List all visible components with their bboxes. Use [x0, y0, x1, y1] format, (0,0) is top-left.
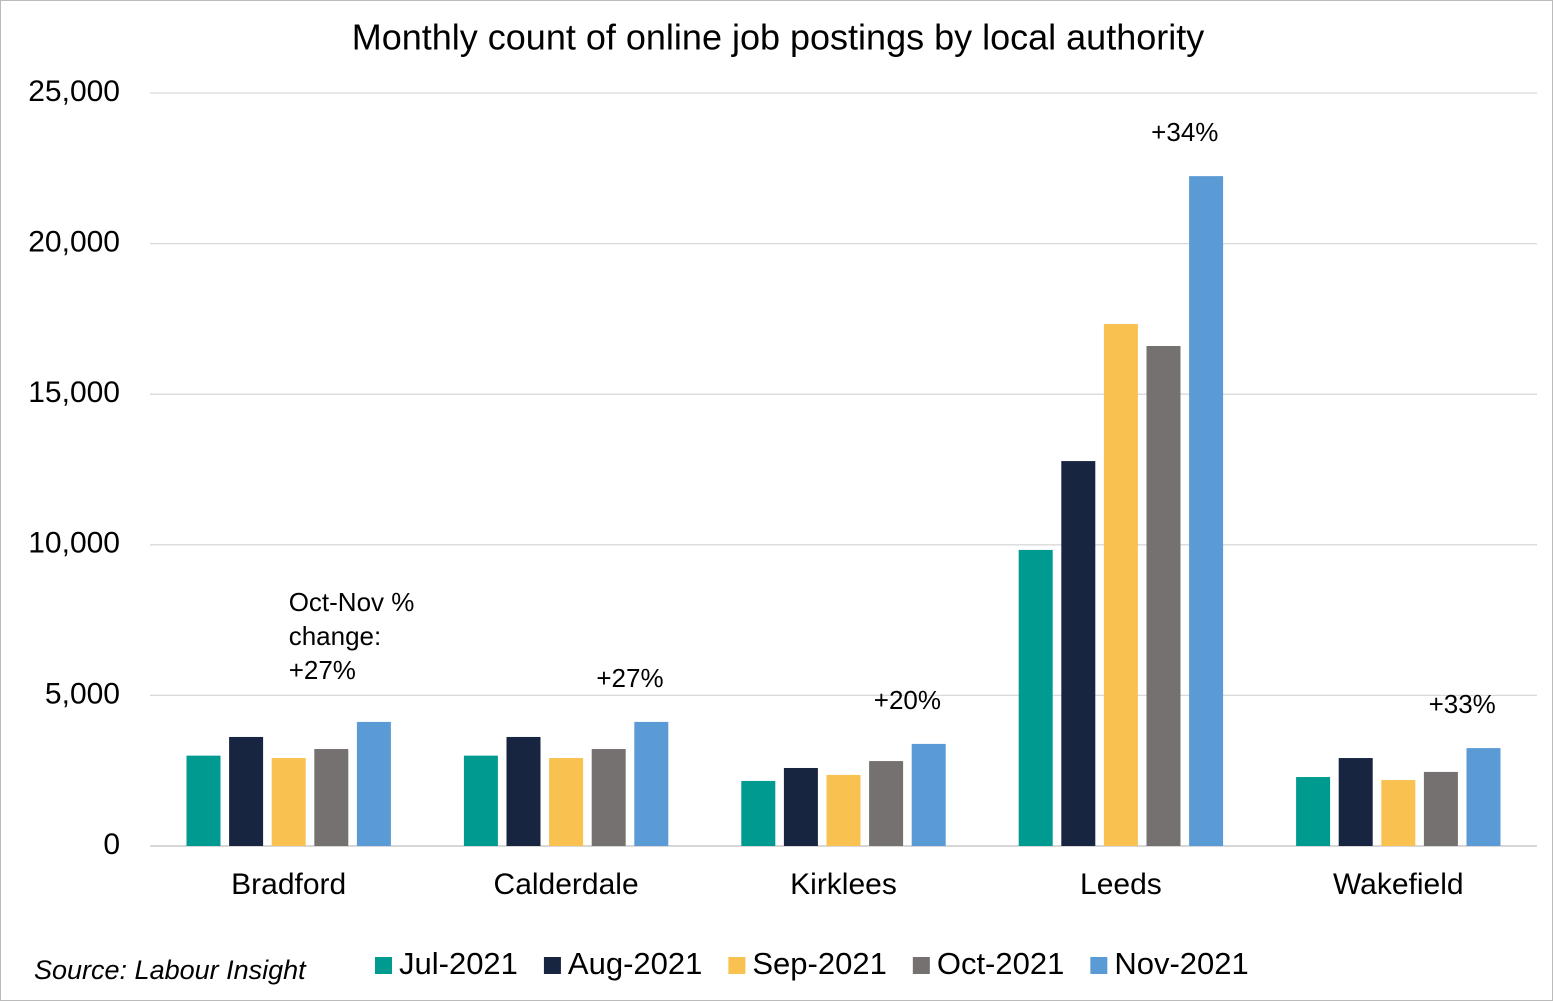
annotation: +34% — [1151, 117, 1218, 147]
legend-label: Jul-2021 — [399, 946, 518, 981]
annotation: +20% — [874, 685, 941, 715]
bar — [911, 743, 946, 846]
bar — [826, 774, 861, 846]
bar — [506, 736, 541, 846]
chart-title: Monthly count of online job postings by … — [352, 17, 1205, 58]
source-note: Source: Labour Insight — [34, 955, 307, 985]
bar — [1103, 324, 1138, 846]
legend-label: Oct-2021 — [937, 946, 1065, 981]
bar — [1061, 461, 1096, 846]
bar — [591, 749, 626, 846]
x-tick-label: Wakefield — [1333, 868, 1464, 901]
bar — [463, 755, 498, 846]
bar — [1423, 771, 1458, 846]
legend-swatch — [912, 957, 930, 974]
x-tick-label: Leeds — [1080, 868, 1162, 901]
legend-swatch — [1090, 957, 1108, 974]
x-tick-label: Calderdale — [494, 868, 639, 901]
y-tick-label: 25,000 — [28, 75, 120, 108]
bar — [186, 755, 221, 846]
bar — [634, 721, 669, 846]
legend-swatch — [543, 957, 561, 974]
bar — [549, 758, 584, 846]
x-tick-label: Kirklees — [790, 868, 897, 901]
bar — [1018, 549, 1053, 846]
bar — [314, 749, 349, 846]
x-tick-label: Bradford — [231, 868, 346, 901]
bar — [1466, 748, 1501, 846]
annotation: Oct-Nov % — [289, 587, 415, 617]
bar — [229, 736, 264, 846]
bar — [1189, 176, 1224, 846]
y-tick-label: 5,000 — [45, 677, 120, 710]
legend-swatch — [728, 957, 746, 974]
bar — [869, 761, 904, 846]
bar — [356, 721, 391, 846]
bar — [1338, 758, 1373, 846]
y-tick-label: 0 — [103, 828, 120, 861]
y-tick-label: 15,000 — [28, 376, 120, 409]
y-tick-label: 20,000 — [28, 226, 120, 259]
bar — [271, 758, 306, 846]
legend-label: Nov-2021 — [1114, 946, 1248, 981]
bar — [1296, 777, 1331, 846]
bar — [1381, 780, 1416, 846]
legend-swatch — [375, 957, 392, 974]
bar — [1146, 346, 1181, 846]
bar — [741, 780, 776, 846]
y-tick-label: 10,000 — [28, 527, 120, 560]
legend-label: Aug-2021 — [568, 946, 702, 981]
annotation: +27% — [289, 655, 356, 685]
legend-label: Sep-2021 — [752, 946, 886, 981]
bar — [783, 767, 818, 846]
annotation: change: — [289, 621, 382, 651]
annotation: +27% — [596, 663, 663, 693]
annotation: +33% — [1429, 689, 1496, 719]
